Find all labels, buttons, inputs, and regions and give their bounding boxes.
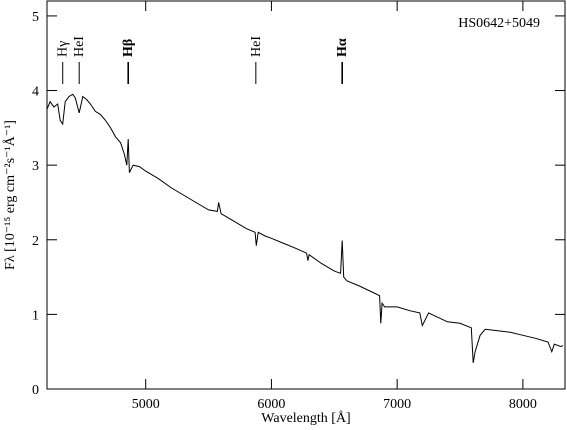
- object-label: HS0642+5049: [458, 16, 540, 31]
- x-tick-label: 6000: [257, 397, 285, 412]
- x-tick-label: 7000: [383, 397, 411, 412]
- line-label: HeI: [249, 36, 264, 57]
- line-label: Hβ: [121, 39, 136, 57]
- y-tick-label: 1: [32, 308, 39, 323]
- plot-frame: [46, 0, 566, 390]
- line-label: HeI: [72, 36, 87, 57]
- x-axis-label: Wavelength [Å]: [261, 410, 350, 426]
- spectrum-line: [46, 93, 564, 363]
- x-tick-label: 5000: [132, 397, 160, 412]
- y-tick-label: 5: [32, 10, 39, 25]
- x-tick-label: 8000: [509, 397, 537, 412]
- line-label: Hα: [335, 38, 350, 57]
- y-tick-label: 0: [32, 383, 39, 398]
- y-axis-label: Fλ [10⁻¹⁵ erg cm⁻²s⁻¹Å⁻¹]: [2, 120, 18, 270]
- y-tick-label: 2: [32, 234, 39, 249]
- y-tick-label: 4: [32, 85, 39, 100]
- line-label: Hγ: [56, 41, 71, 57]
- y-tick-label: 3: [32, 159, 39, 174]
